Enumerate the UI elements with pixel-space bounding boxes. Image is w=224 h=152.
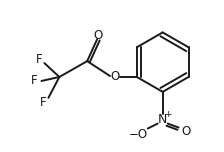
- Text: O: O: [181, 125, 190, 138]
- Text: F: F: [40, 96, 47, 109]
- Text: F: F: [36, 53, 43, 66]
- Text: −O: −O: [128, 128, 147, 141]
- Text: O: O: [110, 71, 120, 83]
- Text: O: O: [93, 29, 103, 42]
- Text: N: N: [158, 113, 167, 126]
- Text: F: F: [31, 74, 38, 87]
- Text: +: +: [164, 110, 172, 119]
